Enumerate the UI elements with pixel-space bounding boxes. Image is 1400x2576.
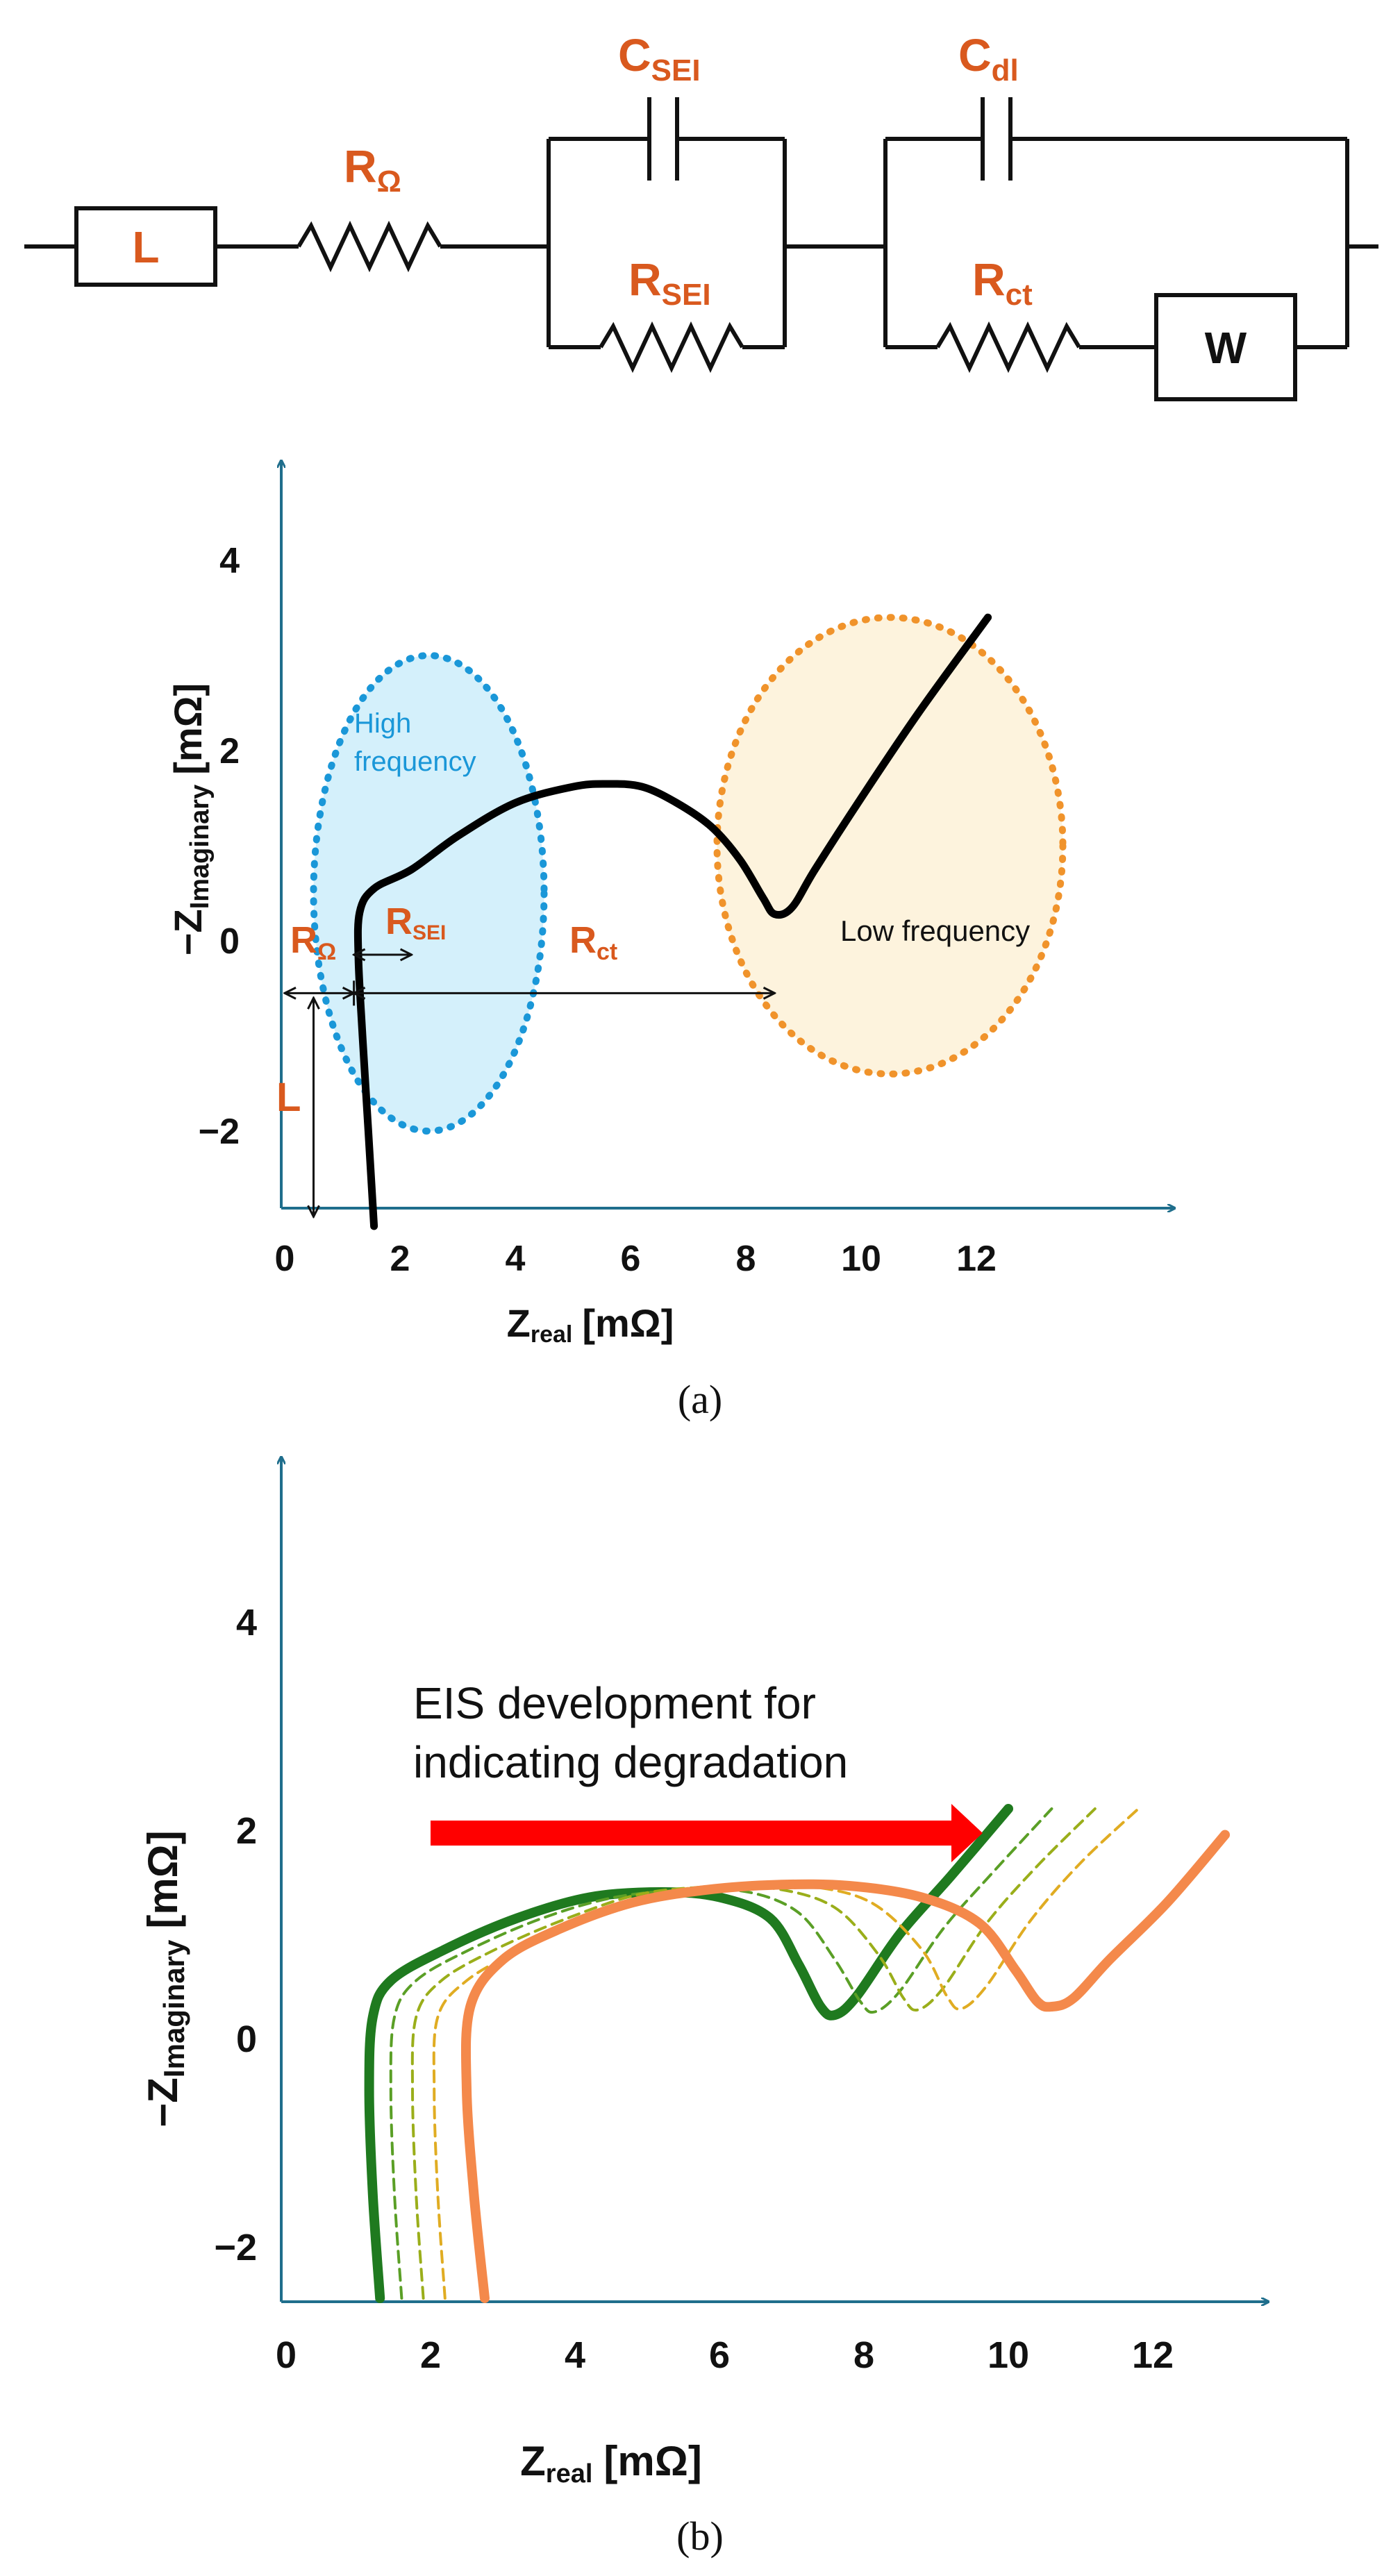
chart-a-y-tick-label: 4 — [219, 541, 240, 581]
chart-a-nyquist: 0 2 4 6 8 10 12 4 2 0 −2 High frequency Low freque… — [166, 462, 1174, 1422]
chart-a-y-tick-label: −2 — [199, 1112, 240, 1152]
chart-a-label-R-ohm: RΩ — [290, 919, 336, 965]
chart-a-high-frequency-region — [310, 652, 548, 1135]
chart-b-y-tick-label: −2 — [214, 2227, 257, 2268]
chart-b-y-axis-label: −ZImaginary[mΩ] — [140, 1830, 190, 2127]
chart-a-x-axis-label: Zreal [mΩ] — [507, 1301, 674, 1348]
chart-a-low-frequency-label: Low frequency — [840, 914, 1030, 947]
chart-b-series-aged-1 — [389, 1807, 1053, 2300]
resistor-R-ct — [935, 321, 1081, 374]
chart-a-x-tick-label: 12 — [956, 1239, 997, 1279]
chart-b-x-tick-label: 12 — [1132, 2334, 1174, 2376]
chart-b-x-tick-label: 4 — [565, 2334, 585, 2376]
chart-b-degradation: 0 2 4 6 8 10 12 4 2 0 −2 EIS development for indic… — [140, 1458, 1267, 2559]
chart-b-x-tick-label: 2 — [420, 2334, 441, 2376]
chart-a-x-tick-label: 4 — [506, 1239, 526, 1279]
chart-b-x-tick-label: 10 — [988, 2334, 1029, 2376]
chart-a-label-R-ct: Rct — [569, 919, 617, 965]
chart-b-x-axis-label: Zreal [mΩ] — [520, 2438, 702, 2489]
component-label-R-ct: Rct — [972, 253, 1033, 312]
chart-a-x-tick-label: 2 — [390, 1239, 410, 1279]
chart-b-annotation-line1: EIS development for — [413, 1678, 816, 1728]
chart-a-x-tick-label: 6 — [621, 1239, 641, 1279]
chart-a-high-frequency-label-line2: frequency — [354, 746, 476, 777]
chart-a-high-frequency-label-line1: High — [354, 708, 411, 739]
chart-a-x-tick-label: 0 — [275, 1239, 295, 1279]
chart-b-x-tick-label: 6 — [709, 2334, 730, 2376]
chart-b-y-tick-label: 4 — [236, 1602, 257, 1644]
component-label-R-ohm: RΩ — [344, 140, 401, 199]
chart-a-label-R-sei: RSEI — [385, 901, 446, 944]
chart-a-label-L: L — [276, 1075, 301, 1120]
chart-b-y-tick-label: 2 — [236, 1810, 257, 1852]
component-label-W: W — [1205, 323, 1247, 373]
chart-b-x-tick-label: 0 — [276, 2334, 297, 2376]
chart-b-degradation-arrow — [431, 1804, 983, 1862]
component-label-L: L — [132, 222, 159, 272]
chart-a-y-tick-label: 2 — [219, 731, 240, 771]
component-label-C-dl: Cdl — [958, 29, 1019, 87]
chart-a-caption: (a) — [678, 1377, 722, 1422]
chart-a-y-tick-label: 0 — [219, 921, 240, 962]
component-label-R-sei: RSEI — [628, 253, 711, 312]
chart-b-series-degraded — [460, 1830, 1230, 2303]
chart-a-y-axis-label: −ZImaginary[mΩ] — [166, 683, 215, 955]
chart-b-y-tick-label: 0 — [236, 2018, 257, 2060]
chart-a-x-tick-label: 10 — [841, 1239, 881, 1279]
chart-b-caption: (b) — [676, 2514, 724, 2559]
resistor-R-sei — [599, 321, 744, 374]
resistor-R-ohm — [297, 220, 442, 273]
chart-b-annotation-line2: indicating degradation — [413, 1737, 848, 1787]
chart-a-low-frequency-region — [713, 614, 1067, 1078]
component-label-C-sei: CSEI — [618, 29, 701, 87]
chart-a-x-tick-label: 8 — [736, 1239, 756, 1279]
equivalent-circuit — [24, 97, 1378, 401]
chart-b-x-tick-label: 8 — [853, 2334, 874, 2376]
